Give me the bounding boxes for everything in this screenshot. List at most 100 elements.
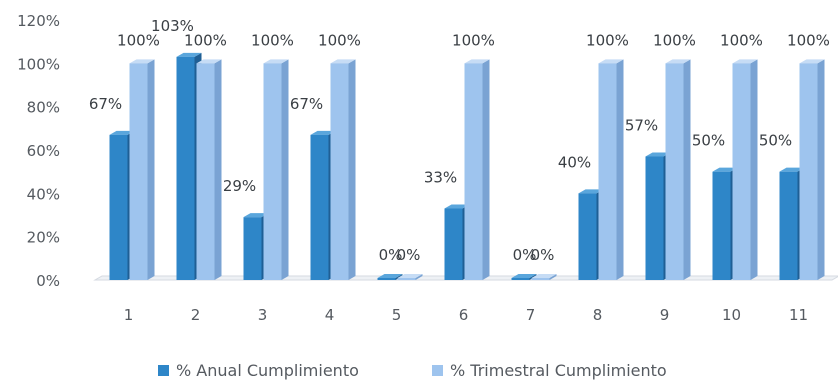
data-label-trimestral: 100%	[318, 31, 361, 49]
bar-front	[109, 134, 128, 280]
bar-front	[779, 171, 798, 280]
x-tick-label: 1	[124, 306, 134, 324]
x-tick-label: 5	[392, 306, 402, 324]
data-label-anual: 33%	[424, 169, 457, 187]
data-labels: 67%100%103%100%29%100%67%100%0%0%33%100%…	[89, 17, 830, 264]
data-label-anual: 67%	[290, 95, 323, 113]
data-label-anual: 0%	[379, 246, 403, 264]
data-label-trimestral: 100%	[653, 31, 696, 49]
bar-side	[616, 59, 624, 281]
legend-label-trimestral: % Trimestral Cumplimiento	[450, 361, 667, 380]
bar-trimestral-8	[598, 59, 624, 281]
legend-label-anual: % Anual Cumplimiento	[176, 361, 359, 380]
bar-top	[511, 274, 537, 278]
x-tick-label: 2	[191, 306, 201, 324]
bar-side	[683, 59, 691, 281]
bar-trimestral-10	[732, 59, 758, 281]
x-tick-label: 3	[258, 306, 268, 324]
data-label-anual: 40%	[558, 153, 591, 171]
bar-front	[464, 63, 483, 281]
x-tick-label: 8	[593, 306, 603, 324]
bar-side	[415, 274, 423, 280]
bar-top	[330, 59, 356, 64]
data-label-anual: 67%	[89, 95, 122, 113]
bar-front	[310, 134, 329, 280]
x-tick-label: 7	[526, 306, 536, 324]
bar-trimestral-7	[531, 274, 557, 280]
data-label-trimestral: 100%	[251, 31, 294, 49]
x-tick-label: 4	[325, 306, 335, 324]
bar-top	[464, 59, 490, 64]
bar-trimestral-3	[263, 59, 289, 281]
bar-top	[129, 59, 155, 64]
bar-front	[511, 278, 530, 280]
bar-top	[799, 59, 825, 64]
data-label-trimestral: 0%	[397, 246, 421, 264]
legend-swatch-anual	[158, 365, 169, 376]
bar-side	[348, 59, 356, 281]
data-label-anual: 29%	[223, 177, 256, 195]
y-tick-label: 120%	[17, 12, 60, 30]
bar-front	[243, 217, 262, 280]
y-tick-label: 40%	[27, 185, 60, 203]
bar-front	[196, 63, 215, 281]
bar-side	[750, 59, 758, 281]
bars	[109, 52, 825, 281]
bar-trimestral-11	[799, 59, 825, 281]
bar-front	[330, 63, 349, 281]
legend: % Anual Cumplimiento % Trimestral Cumpli…	[158, 361, 667, 380]
bar-front	[397, 278, 416, 280]
bar-top	[397, 274, 423, 278]
data-label-anual: 57%	[625, 117, 658, 135]
bar-top	[263, 59, 289, 64]
bar-top	[196, 59, 222, 64]
x-tick-label: 11	[789, 306, 808, 324]
bar-top	[444, 204, 470, 209]
bar-top	[665, 59, 691, 64]
data-label-trimestral: 100%	[787, 31, 830, 49]
x-tick-label: 6	[459, 306, 469, 324]
bar-top	[176, 52, 202, 57]
bar-front	[799, 63, 818, 281]
bar-side	[817, 59, 825, 281]
bar-top	[531, 274, 557, 278]
y-tick-label: 100%	[17, 55, 60, 73]
bar-side	[147, 59, 155, 281]
bar-front	[444, 208, 463, 280]
data-label-anual: 103%	[151, 17, 194, 35]
bar-front	[732, 63, 751, 281]
data-label-anual: 50%	[759, 132, 792, 150]
bar-front	[176, 56, 195, 281]
bar-top	[578, 189, 604, 194]
x-tick-label: 9	[660, 306, 670, 324]
data-label-trimestral: 100%	[586, 31, 629, 49]
bar-top	[779, 167, 805, 172]
bar-trimestral-2	[196, 59, 222, 281]
data-label-anual: 50%	[692, 132, 725, 150]
bar-front	[598, 63, 617, 281]
y-axis: 0% 20% 40% 60% 80% 100% 120%	[17, 12, 60, 290]
bar-side	[214, 59, 222, 281]
bar-top	[645, 152, 671, 157]
y-tick-label: 0%	[36, 272, 60, 290]
bar-front	[129, 63, 148, 281]
x-tick-label: 10	[722, 306, 741, 324]
y-tick-label: 80%	[27, 99, 60, 117]
bar-trimestral-6	[464, 59, 490, 281]
bar-anual-5	[377, 274, 403, 280]
y-tick-label: 60%	[27, 142, 60, 160]
bar-front	[531, 278, 550, 280]
bar-front	[377, 278, 396, 280]
y-tick-label: 20%	[27, 229, 60, 247]
bar-top	[377, 274, 403, 278]
bar-top	[712, 167, 738, 172]
data-label-trimestral: 100%	[452, 31, 495, 49]
data-label-trimestral: 100%	[720, 31, 763, 49]
bar-top	[109, 130, 135, 135]
x-axis: 1 2 3 4 5 6 7 8 9 10 11	[124, 306, 808, 324]
bar-trimestral-4	[330, 59, 356, 281]
bar-side	[529, 274, 537, 280]
data-label-trimestral: 0%	[531, 246, 555, 264]
bar-trimestral-1	[129, 59, 155, 281]
